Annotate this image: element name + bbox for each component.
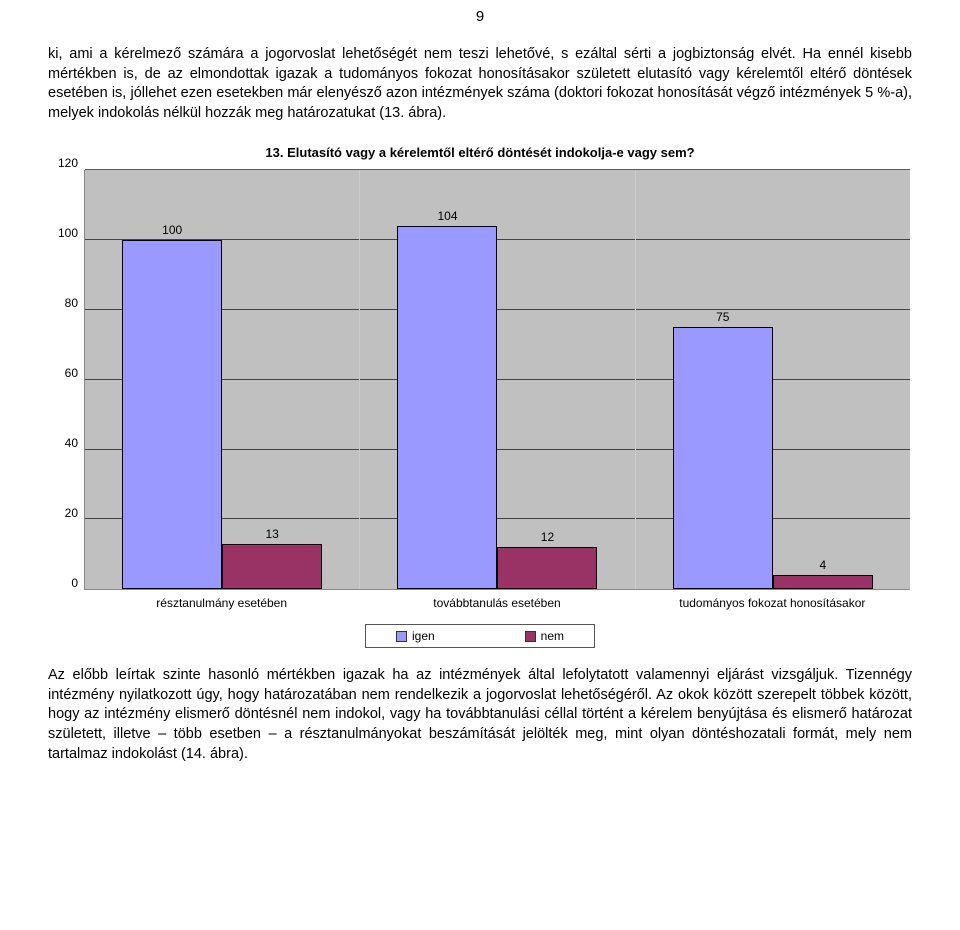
bar-group: 754 (636, 170, 910, 589)
bar-group: 10412 (360, 170, 635, 589)
bar-group: 10013 (85, 170, 360, 589)
paragraph-bottom: Az előbb leírtak szinte hasonló mértékbe… (48, 666, 912, 764)
bar: 75 (673, 327, 773, 589)
legend-swatch (396, 631, 407, 642)
bar-value-label: 4 (819, 558, 826, 572)
bar-value-label: 100 (162, 223, 182, 237)
legend-label: igen (412, 629, 435, 643)
chart-legend: igen nem (365, 624, 595, 648)
bar: 100 (122, 240, 222, 589)
bar: 104 (397, 226, 497, 589)
legend-item: nem (525, 629, 564, 643)
bar-chart: 120100806040200 1001310412754 résztanulm… (50, 170, 910, 648)
legend-swatch (525, 631, 536, 642)
legend-label: nem (541, 629, 564, 643)
bar-value-label: 75 (716, 310, 729, 324)
x-category-label: résztanulmány esetében (84, 590, 359, 610)
page-number: 9 (48, 0, 912, 45)
chart-title: 13. Elutasító vagy a kérelemtől eltérő d… (48, 145, 912, 160)
y-axis: 120100806040200 (50, 170, 84, 590)
legend-item: igen (396, 629, 435, 643)
bar-value-label: 12 (541, 530, 554, 544)
x-category-label: tudományos fokozat honosításakor (635, 590, 910, 610)
bar: 13 (222, 544, 322, 589)
bar-value-label: 13 (265, 527, 278, 541)
chart-plot: 1001310412754 (84, 170, 910, 590)
x-category-label: továbbtanulás esetében (359, 590, 634, 610)
bar: 12 (497, 547, 597, 589)
bar: 4 (773, 575, 873, 589)
paragraph-top: ki, ami a kérelmező számára a jogorvosla… (48, 45, 912, 123)
x-axis: résztanulmány esetébentovábbtanulás eset… (84, 590, 910, 610)
bar-value-label: 104 (437, 209, 457, 223)
